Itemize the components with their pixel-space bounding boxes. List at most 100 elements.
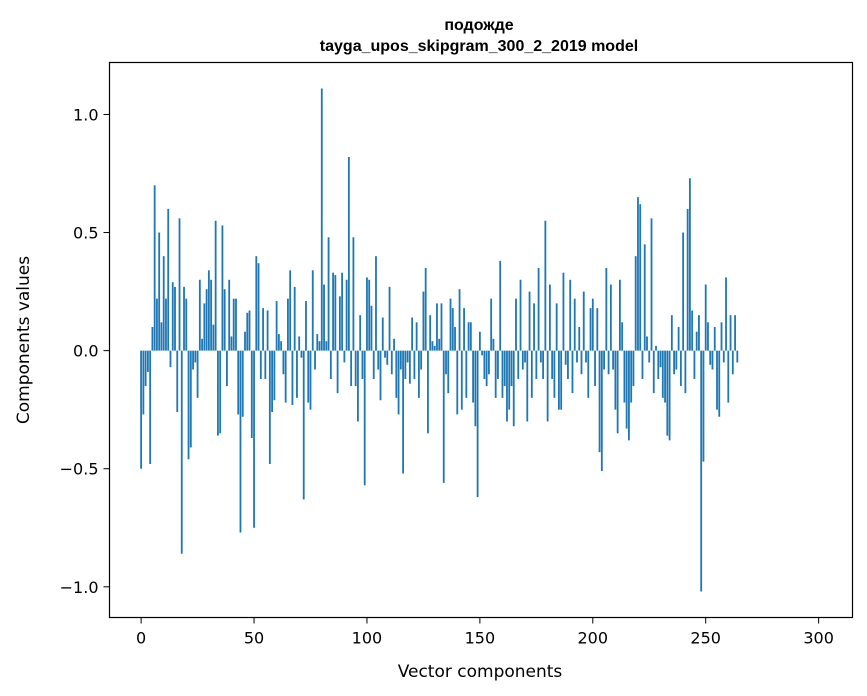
bar (716, 350, 718, 410)
bar (605, 267, 608, 351)
bar (372, 350, 375, 379)
bar (524, 350, 526, 363)
bar (361, 350, 364, 379)
bar (643, 244, 646, 351)
bar (413, 350, 416, 379)
bar (722, 350, 725, 363)
bar (244, 331, 246, 351)
bar (539, 350, 542, 363)
bar (571, 350, 574, 394)
bar (607, 350, 610, 375)
bar (393, 338, 395, 351)
chart-title-line-2: tayga_upos_skipgram_300_2_2019 model (320, 38, 638, 55)
chart-title-line-1: подожде (444, 17, 513, 34)
bar (384, 350, 386, 358)
bar (228, 279, 231, 351)
bar (510, 350, 513, 387)
bar (725, 277, 727, 351)
bar (347, 156, 350, 351)
bar (194, 350, 197, 363)
bar (567, 350, 569, 379)
bar (494, 350, 497, 398)
bar (318, 341, 321, 351)
bar (526, 350, 529, 422)
bar (664, 350, 666, 403)
bar (144, 350, 147, 387)
bar (273, 350, 276, 401)
bar (465, 350, 468, 398)
bar (207, 270, 210, 351)
bar (271, 350, 274, 413)
bar (287, 298, 289, 351)
bar (417, 350, 420, 398)
bar (546, 350, 549, 422)
bar (359, 315, 362, 351)
bar (573, 298, 576, 351)
bar (415, 322, 418, 351)
bar (456, 350, 459, 415)
bar (652, 350, 655, 394)
bar (296, 350, 298, 398)
bar (533, 303, 535, 351)
bar (298, 336, 301, 351)
bar (436, 303, 438, 351)
y-tick-label: 0.5 (73, 224, 98, 243)
x-tick-label: 50 (244, 629, 264, 648)
bar (205, 289, 208, 351)
bar (354, 350, 357, 387)
bar (512, 350, 515, 427)
bar (160, 322, 163, 351)
bar (657, 350, 660, 379)
bar (711, 350, 714, 370)
bar (309, 350, 312, 410)
bar (368, 279, 371, 351)
x-tick-label: 0 (136, 629, 146, 648)
bar (196, 350, 199, 398)
bar (659, 350, 662, 368)
bar (499, 260, 502, 351)
bar (591, 298, 594, 351)
bar (551, 350, 554, 379)
bar (226, 350, 228, 387)
bar (679, 350, 682, 387)
bar (235, 298, 237, 351)
bar (246, 312, 249, 351)
bar (323, 284, 325, 351)
bar (408, 350, 411, 384)
bar (580, 350, 583, 375)
x-tick-label: 150 (465, 629, 496, 648)
bar (451, 308, 454, 351)
bar (264, 350, 267, 379)
bar (336, 350, 339, 394)
bar (569, 279, 572, 351)
bar (688, 178, 691, 351)
bar (232, 298, 235, 351)
bar (670, 315, 673, 351)
bar (576, 350, 578, 363)
bar (174, 286, 176, 351)
bar (668, 350, 671, 441)
bar (266, 310, 269, 351)
bar (718, 350, 721, 417)
bar (167, 208, 170, 351)
bar (300, 350, 303, 358)
bar (377, 350, 380, 370)
bar (262, 308, 264, 351)
bar (156, 298, 158, 351)
bar (713, 327, 716, 351)
bar (314, 350, 316, 370)
bar (587, 350, 590, 398)
bar (650, 218, 653, 351)
plot-frame (108, 61, 854, 619)
bar (488, 350, 490, 375)
bar (506, 350, 508, 422)
bar (442, 350, 445, 483)
bar (241, 350, 244, 417)
bar (316, 334, 319, 351)
bar (375, 256, 377, 351)
bar (221, 225, 224, 351)
bar (555, 303, 558, 351)
bar (445, 350, 447, 375)
bar (682, 232, 685, 351)
bar (352, 237, 355, 351)
